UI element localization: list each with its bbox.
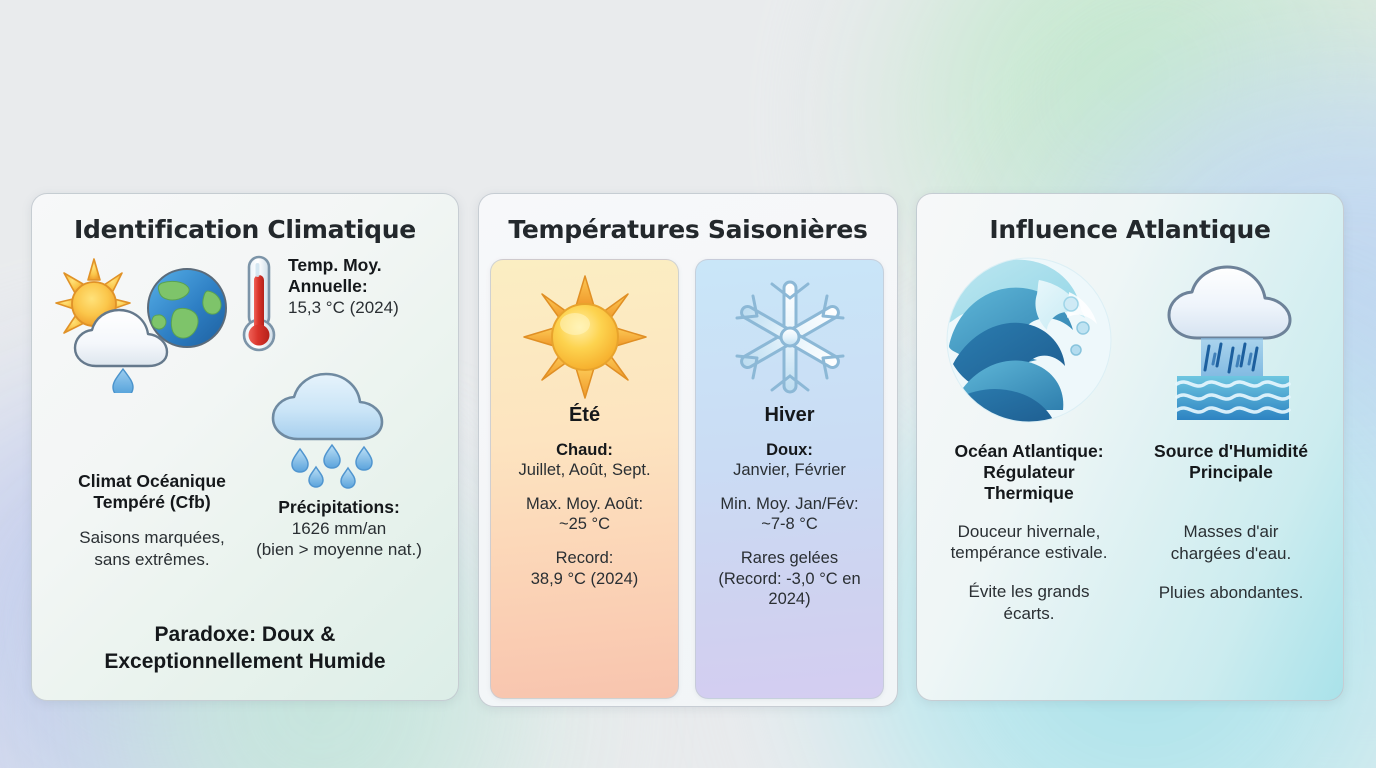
winter-block-0: Doux: Janvier, Février	[733, 441, 846, 480]
annual-temperature-value: 15,3 °C (2024)	[288, 298, 399, 318]
climate-type-label: Climat Océanique Tempéré (Cfb)	[78, 470, 226, 513]
summer-block-0: Chaud: Juillet, Août, Sept.	[518, 441, 651, 480]
atlantique-body: Océan Atlantique: Régulateur Thermique D…	[933, 255, 1327, 685]
climate-type-description: Saisons marquées, sans extrêmes.	[79, 528, 225, 569]
cloud-with-rain-icon	[271, 372, 384, 489]
rain-cloud-over-sea-icon	[1167, 265, 1292, 420]
card-title-identification: Identification Climatique	[74, 215, 416, 244]
winter-block-2: Rares gelées (Record: -3,0 °C en 2024)	[718, 549, 861, 609]
precipitation-label: Précipitations:	[278, 496, 400, 517]
ocean-wave-icon	[946, 257, 1112, 423]
card-identification-climatique: Identification Climatique	[31, 193, 459, 701]
precipitation-value: 1626 mm/an	[291, 519, 387, 539]
season-name-winter: Hiver	[764, 404, 815, 426]
rain-cloud-over-sea-icon-wrap	[1145, 255, 1317, 425]
identification-left-column: Climat Océanique Tempéré (Cfb) Saisons m…	[48, 253, 256, 570]
card-title-temperatures: Températures Saisonières	[508, 215, 868, 244]
summer-block-1: Max. Moy. Août: ~25 °C	[525, 494, 644, 534]
sun-behind-cloud-with-rain-icon	[54, 257, 227, 393]
atlantique-column-humidity: Source d'Humidité Principale Masses d'ai…	[1135, 255, 1327, 685]
annual-temperature-text: Temp. Moy. Annuelle: 15,3 °C (2024)	[288, 253, 399, 319]
humidity-source-text: Source d'Humidité Principale Masses d'ai…	[1154, 440, 1308, 602]
ocean-regulator-text: Océan Atlantique: Régulateur Thermique D…	[950, 440, 1108, 623]
card-title-atlantique: Influence Atlantique	[989, 215, 1271, 244]
snowflake-icon	[735, 280, 844, 394]
sun-icon	[522, 275, 647, 399]
summer-block-2: Record: 38,9 °C (2024)	[530, 549, 639, 588]
precipitation-icon-wrap	[236, 367, 442, 489]
winter-block-1: Min. Moy. Jan/Fév: ~7-8 °C	[720, 494, 859, 534]
identification-body: Climat Océanique Tempéré (Cfb) Saisons m…	[48, 253, 442, 683]
card-temperatures-saisonieres: Températures Saisonières	[478, 193, 898, 707]
sun-cloud-globe-icon-group	[48, 253, 256, 393]
paradox-statement: Paradoxe: Doux & Exceptionnellement Humi…	[104, 623, 386, 673]
season-panel-winter[interactable]: Hiver Doux: Janvier, Février Min. Moy. J…	[695, 259, 884, 699]
seasons-panels: Été Chaud: Juillet, Août, Sept. Max. Moy…	[490, 259, 888, 699]
annual-temperature-row: Temp. Moy. Annuelle: 15,3 °C (2024)	[236, 253, 442, 357]
thermometer-icon	[242, 255, 276, 352]
annual-temperature-label: Temp. Moy. Annuelle:	[288, 254, 382, 297]
ocean-wave-icon-wrap	[943, 255, 1115, 425]
precipitation-note: (bien > moyenne nat.)	[256, 540, 422, 560]
season-name-summer: Été	[568, 404, 601, 426]
atlantique-column-ocean: Océan Atlantique: Régulateur Thermique D…	[933, 255, 1125, 685]
identification-right-column: Temp. Moy. Annuelle: 15,3 °C (2024)	[236, 253, 442, 561]
season-panel-summer[interactable]: Été Chaud: Juillet, Août, Sept. Max. Moy…	[490, 259, 679, 699]
card-influence-atlantique: Influence Atlantique	[916, 193, 1344, 701]
